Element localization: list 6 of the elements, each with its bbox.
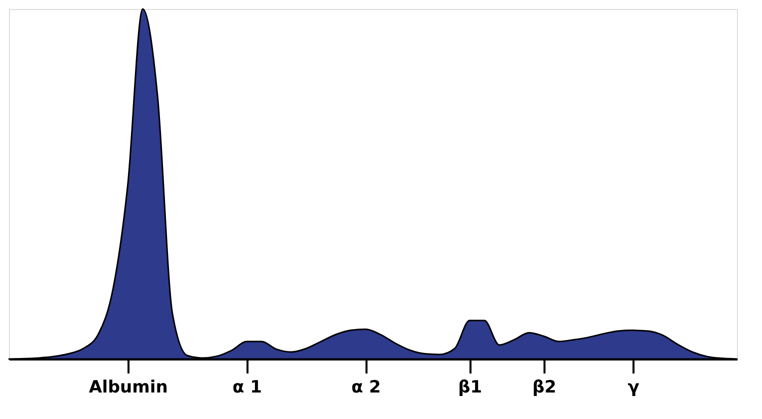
x-tick-label: α 1 <box>232 378 262 398</box>
x-tick-label: β2 <box>532 378 556 398</box>
x-tick-label: Albumin <box>88 378 168 398</box>
x-tick-label: γ <box>628 378 640 398</box>
x-tick-label: β1 <box>458 378 482 398</box>
x-tick-label: α 2 <box>351 378 381 398</box>
